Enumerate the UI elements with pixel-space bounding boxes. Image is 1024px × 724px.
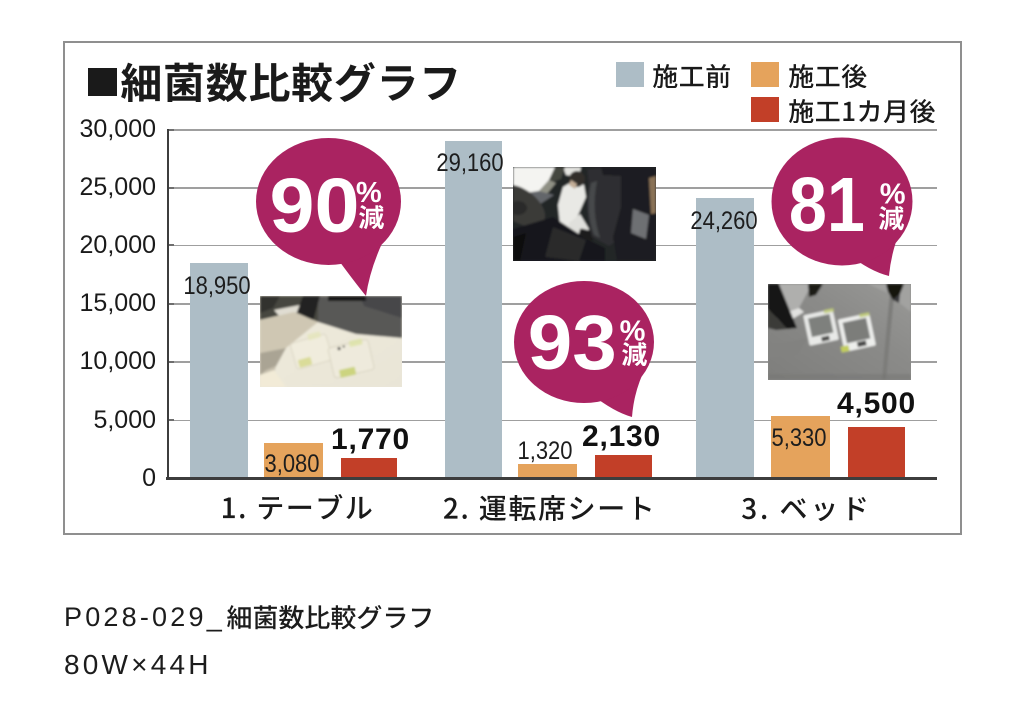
svg-text:%: % (356, 177, 382, 209)
svg-text:93: 93 (528, 300, 617, 386)
svg-text:90: 90 (270, 163, 360, 249)
svg-text:%: % (620, 316, 646, 348)
svg-text:%: % (880, 178, 906, 210)
svg-text:81: 81 (789, 162, 865, 248)
